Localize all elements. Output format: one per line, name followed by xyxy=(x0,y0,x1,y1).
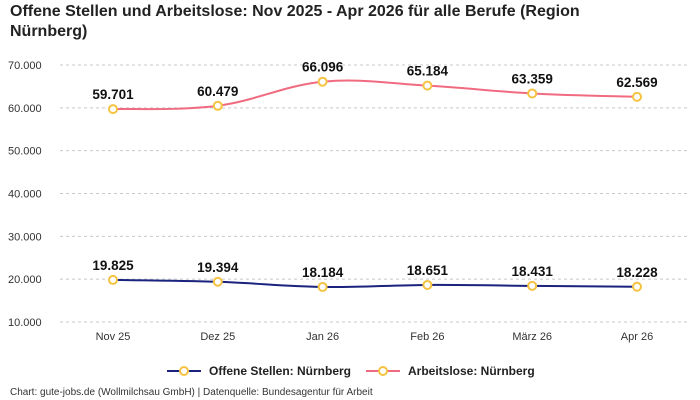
y-axis-ticks: 10.000 20.000 30.000 40.000 50.000 60.000 70.0… xyxy=(8,60,42,329)
data-label: 63.359 xyxy=(512,71,553,86)
series-line-0 xyxy=(112,278,638,289)
data-label: 59.701 xyxy=(92,87,134,102)
y-tick-label: 50.000 xyxy=(8,146,42,158)
data-labels: 19.825 19.394 18.184 18.651 18.431 18.228 59.7… xyxy=(92,60,658,280)
x-tick-label: Nov 25 xyxy=(96,331,131,343)
data-label: 18.184 xyxy=(302,265,344,280)
data-label: 19.825 xyxy=(92,258,134,273)
legend-marker-0 xyxy=(179,366,189,376)
series-markers xyxy=(108,76,642,292)
data-label: 62.569 xyxy=(616,75,657,90)
data-label: 60.479 xyxy=(197,84,238,99)
data-point xyxy=(632,281,642,292)
data-point xyxy=(317,281,328,292)
data-point xyxy=(108,274,118,285)
x-tick-label: März 26 xyxy=(512,331,552,343)
x-tick-label: Jan 26 xyxy=(306,331,339,343)
gridlines xyxy=(60,64,690,323)
data-point xyxy=(527,88,538,99)
data-label: 18.431 xyxy=(512,264,554,279)
x-axis-ticks: Nov 25 Dez 25 Jan 26 Feb 26 März 26 Apr 26 xyxy=(96,331,654,343)
series-line-1 xyxy=(112,79,638,111)
data-point xyxy=(108,104,118,115)
data-point xyxy=(212,276,223,287)
legend-label-0: Offene Stellen: Nürnberg xyxy=(209,364,351,378)
source-note: Chart: gute-jobs.de (Wollmilchsau GmbH) … xyxy=(10,387,373,398)
x-tick-label: Dez 25 xyxy=(200,331,235,343)
y-tick-label: 70.000 xyxy=(8,60,42,72)
y-tick-label: 30.000 xyxy=(8,231,42,243)
x-tick-label: Feb 26 xyxy=(410,331,444,343)
data-point xyxy=(422,80,433,91)
y-tick-label: 20.000 xyxy=(8,274,42,286)
data-point xyxy=(212,100,223,111)
legend-label-1: Arbeitslose: Nürnberg xyxy=(408,364,535,378)
data-point xyxy=(317,76,328,87)
x-tick-label: Apr 26 xyxy=(621,331,653,343)
y-tick-label: 40.000 xyxy=(8,189,42,201)
legend: Offene Stellen: Nürnberg Arbeitslose: Nür… xyxy=(167,364,535,378)
data-point xyxy=(527,280,538,291)
data-point xyxy=(632,91,642,102)
data-label: 19.394 xyxy=(197,260,239,275)
series-lines xyxy=(112,79,638,289)
chart-title: Offene Stellen und Arbeitslose: Nov 2025… xyxy=(10,3,580,40)
data-label: 66.096 xyxy=(302,60,344,75)
y-tick-label: 60.000 xyxy=(8,103,42,115)
data-label: 18.228 xyxy=(616,265,658,280)
data-point xyxy=(422,279,433,290)
y-tick-label: 10.000 xyxy=(8,317,42,329)
data-label: 65.184 xyxy=(407,64,449,79)
data-label: 18.651 xyxy=(407,263,449,278)
legend-marker-1 xyxy=(378,366,388,376)
